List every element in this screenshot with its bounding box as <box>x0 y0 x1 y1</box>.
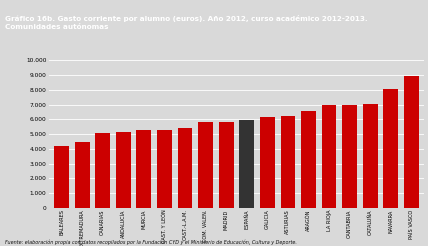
Bar <box>301 111 316 208</box>
Bar <box>404 76 419 208</box>
Bar <box>75 142 89 208</box>
Bar <box>342 105 357 208</box>
Bar <box>95 133 110 208</box>
Bar <box>178 128 193 208</box>
Bar <box>383 89 398 208</box>
Bar <box>363 104 377 208</box>
Bar <box>137 130 151 208</box>
Bar <box>219 122 234 208</box>
Bar <box>157 130 172 208</box>
Bar <box>239 120 254 208</box>
Bar <box>54 146 69 208</box>
Text: Gráfico 16b. Gasto corriente por alumno (euros). Año 2012, curso académico 2012-: Gráfico 16b. Gasto corriente por alumno … <box>5 15 368 31</box>
Bar <box>322 105 336 208</box>
Bar <box>260 117 275 208</box>
Bar <box>280 116 295 208</box>
Bar <box>116 132 131 208</box>
Bar <box>198 122 213 208</box>
Text: Fuente: elaboración propia con datos recopilados por la Fundación CYD y el Minis: Fuente: elaboración propia con datos rec… <box>5 239 297 245</box>
